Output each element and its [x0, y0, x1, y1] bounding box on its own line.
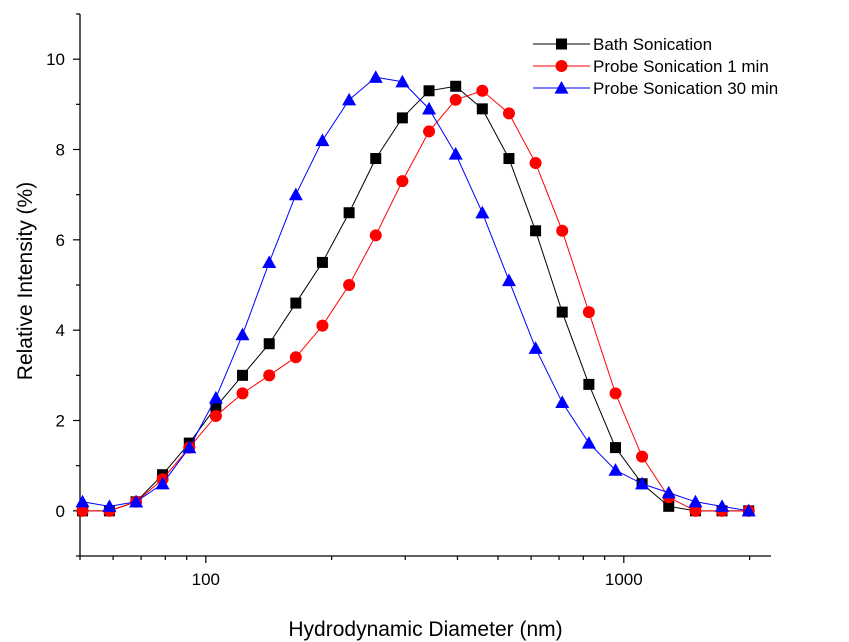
- y-axis-ticks: 0 2 4 6 8 10: [46, 13, 80, 557]
- data-point: [635, 476, 650, 490]
- y-tick-label: 6: [56, 231, 65, 250]
- series-2: [76, 84, 755, 517]
- data-point: [476, 103, 488, 115]
- data-point: [209, 409, 222, 422]
- data-point: [476, 84, 489, 97]
- data-point: [689, 504, 702, 517]
- data-point: [263, 369, 276, 382]
- data-point: [288, 187, 303, 201]
- data-point: [529, 157, 542, 170]
- data-point: [636, 450, 649, 463]
- data-point: [368, 70, 383, 83]
- data-point: [316, 319, 329, 332]
- legend-item: Probe Sonication 30 min: [533, 79, 778, 98]
- x-axis-ticks: 100 1000: [79, 556, 751, 589]
- data-point: [182, 440, 197, 454]
- data-point: [315, 133, 330, 147]
- data-point: [503, 153, 515, 165]
- data-point: [556, 306, 568, 318]
- data-point: [608, 463, 623, 476]
- data-point: [609, 387, 622, 400]
- data-point: [475, 205, 490, 219]
- data-point: [75, 494, 90, 508]
- series-line: [82, 85, 749, 512]
- data-point: [556, 224, 569, 237]
- y-tick-label: 4: [56, 321, 65, 340]
- data-point: [555, 395, 570, 409]
- data-point: [663, 500, 675, 512]
- legend-marker: [555, 60, 568, 72]
- legend: Bath Sonication Probe Sonication 1 min Pro…: [533, 35, 778, 98]
- data-point: [395, 74, 410, 88]
- legend-marker: [556, 38, 567, 50]
- data-point: [369, 229, 382, 242]
- series-3: [75, 70, 756, 517]
- data-point: [129, 494, 144, 508]
- y-tick-label: 2: [56, 412, 65, 431]
- data-point: [396, 175, 409, 188]
- data-point: [210, 401, 222, 413]
- legend-item: Probe Sonication 1 min: [533, 57, 769, 76]
- series-layer: [75, 70, 756, 517]
- data-point: [76, 504, 89, 517]
- data-point: [450, 80, 462, 92]
- series-1: [77, 80, 755, 517]
- data-point: [208, 390, 223, 404]
- legend-label: Probe Sonication 30 min: [593, 79, 778, 98]
- data-point: [396, 112, 408, 124]
- legend-marker: [554, 81, 569, 94]
- legend-label: Bath Sonication: [593, 35, 712, 54]
- data-point: [237, 369, 249, 381]
- data-point: [422, 101, 437, 115]
- data-point: [289, 351, 302, 364]
- data-point: [715, 499, 730, 512]
- x-tick-label: 1000: [605, 570, 643, 589]
- y-axis-title: Relative Intensity (%): [14, 182, 37, 380]
- data-point: [741, 503, 756, 517]
- y-tick-label: 10: [46, 50, 65, 69]
- data-point: [581, 436, 596, 449]
- data-point: [448, 147, 463, 160]
- data-point: [423, 85, 435, 97]
- x-axis-title: Hydrodynamic Diameter (nm): [288, 618, 562, 641]
- series-line: [82, 76, 749, 512]
- data-point: [502, 107, 515, 120]
- data-point: [263, 338, 275, 350]
- data-point: [235, 327, 250, 341]
- data-point: [528, 341, 543, 354]
- data-point: [343, 207, 355, 219]
- data-point: [342, 92, 357, 106]
- data-point: [583, 378, 595, 390]
- data-point: [423, 125, 436, 138]
- data-point: [343, 279, 356, 291]
- legend-label: Probe Sonication 1 min: [593, 57, 769, 76]
- data-point: [316, 256, 328, 268]
- data-point: [610, 442, 622, 454]
- legend-item: Bath Sonication: [533, 35, 712, 54]
- data-point: [370, 153, 382, 165]
- y-tick-label: 0: [56, 502, 65, 521]
- x-tick-label: 100: [192, 570, 220, 589]
- data-point: [102, 499, 117, 512]
- data-point: [262, 255, 277, 269]
- data-point: [236, 387, 249, 400]
- data-point: [661, 485, 676, 499]
- data-point: [155, 476, 170, 490]
- data-point: [501, 273, 516, 287]
- series-line: [82, 90, 749, 512]
- data-point: [688, 494, 703, 508]
- data-point: [449, 93, 462, 106]
- data-point: [582, 306, 595, 319]
- y-tick-label: 8: [56, 141, 65, 160]
- data-point: [290, 297, 302, 309]
- data-point: [530, 225, 542, 237]
